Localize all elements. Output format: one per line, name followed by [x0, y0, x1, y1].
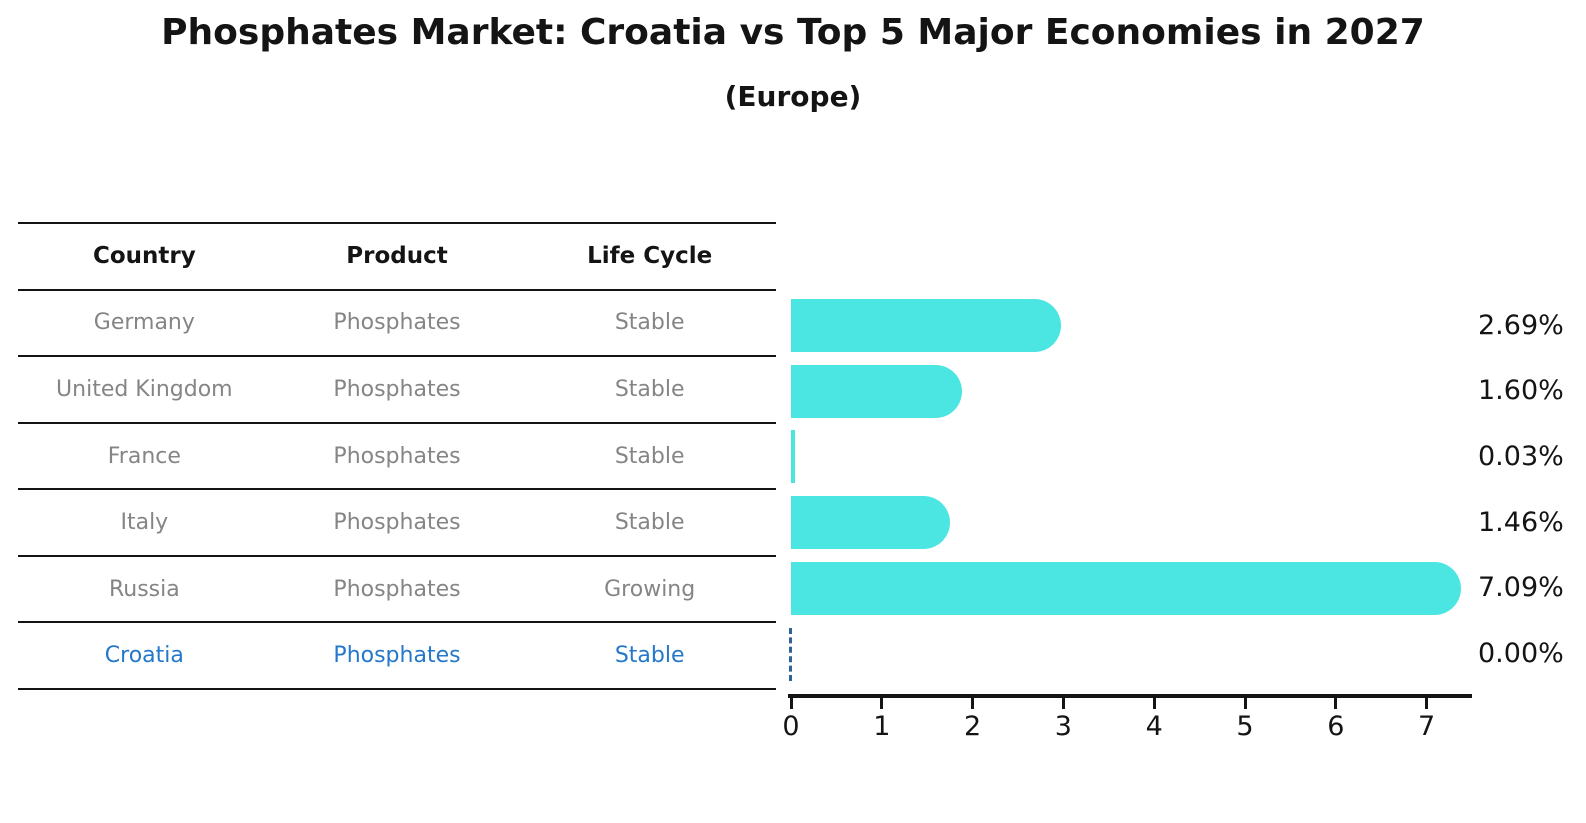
cell-country: Russia: [108, 576, 180, 602]
table-row: Germany Phosphates Stable: [18, 291, 776, 358]
x-axis-tick-label: 4: [1145, 711, 1163, 742]
x-axis-tick: [1243, 697, 1247, 709]
x-axis-tick: [1334, 697, 1338, 709]
table-row-highlight-croatia: Croatia Phosphates Stable: [18, 623, 776, 691]
x-axis-tick: [880, 697, 884, 709]
cell-life-cycle: Stable: [614, 310, 685, 336]
cell-country: United Kingdom: [56, 376, 233, 402]
value-label-italy: 1.46%: [1478, 506, 1564, 538]
value-label-russia: 7.09%: [1478, 572, 1564, 604]
country-table: Country Product Life Cycle Germany Phosp…: [18, 222, 776, 691]
x-axis-tick-label: 0: [782, 711, 800, 742]
table-row: United Kingdom Phosphates Stable: [18, 357, 776, 424]
cell-product: Phosphates: [333, 376, 461, 402]
x-axis-tick: [1152, 697, 1156, 709]
x-axis-tick-label: 1: [873, 711, 891, 742]
value-label-france: 0.03%: [1478, 440, 1564, 472]
bar-italy: [791, 496, 950, 550]
table-row: Italy Phosphates Stable: [18, 490, 776, 557]
cell-product: Phosphates: [333, 643, 461, 669]
cell-life-cycle: Stable: [614, 376, 685, 402]
bar-germany: [791, 299, 1062, 352]
cell-country: Croatia: [104, 643, 184, 669]
table-row: France Phosphates Stable: [18, 424, 776, 491]
cell-life-cycle: Stable: [614, 643, 685, 669]
bar-russia: [791, 561, 1461, 615]
cell-country: France: [107, 443, 181, 469]
x-axis-tick-label: 7: [1418, 711, 1436, 742]
cell-life-cycle: Stable: [614, 443, 685, 469]
x-axis-tick-label: 2: [964, 711, 982, 742]
chart-title: Phosphates Market: Croatia vs Top 5 Majo…: [161, 12, 1425, 53]
col-header-country: Country: [92, 243, 196, 270]
cell-country: Italy: [120, 510, 169, 536]
x-axis-tick-label: 3: [1054, 711, 1072, 742]
value-label-croatia: 0.00%: [1478, 638, 1564, 669]
x-axis-tick-label: 5: [1236, 711, 1254, 742]
zero-bar-croatia: [789, 627, 792, 681]
cell-product: Phosphates: [333, 576, 461, 602]
table-header-row: Country Product Life Cycle: [18, 224, 776, 291]
x-axis-tick: [971, 697, 975, 709]
bar-united-kingdom: [791, 364, 963, 418]
cell-life-cycle: Growing: [604, 576, 696, 602]
cell-life-cycle: Stable: [614, 510, 685, 536]
x-axis-tick: [1061, 697, 1065, 709]
table-row: Russia Phosphates Growing: [18, 557, 776, 624]
bar-france: [791, 430, 795, 484]
x-axis-tick: [1425, 697, 1429, 709]
cell-product: Phosphates: [333, 510, 461, 536]
chart-subtitle: (Europe): [724, 80, 862, 113]
value-label-germany: 2.69%: [1478, 309, 1564, 341]
cell-product: Phosphates: [333, 443, 461, 469]
x-axis-tick: [789, 697, 793, 709]
col-header-product: Product: [346, 243, 448, 270]
value-label-united-kingdom: 1.60%: [1478, 375, 1564, 407]
cell-product: Phosphates: [333, 310, 461, 336]
col-header-life-cycle: Life Cycle: [587, 243, 713, 270]
cell-country: Germany: [93, 310, 195, 336]
x-axis-line: [788, 694, 1472, 698]
x-axis-tick-label: 6: [1327, 711, 1345, 742]
